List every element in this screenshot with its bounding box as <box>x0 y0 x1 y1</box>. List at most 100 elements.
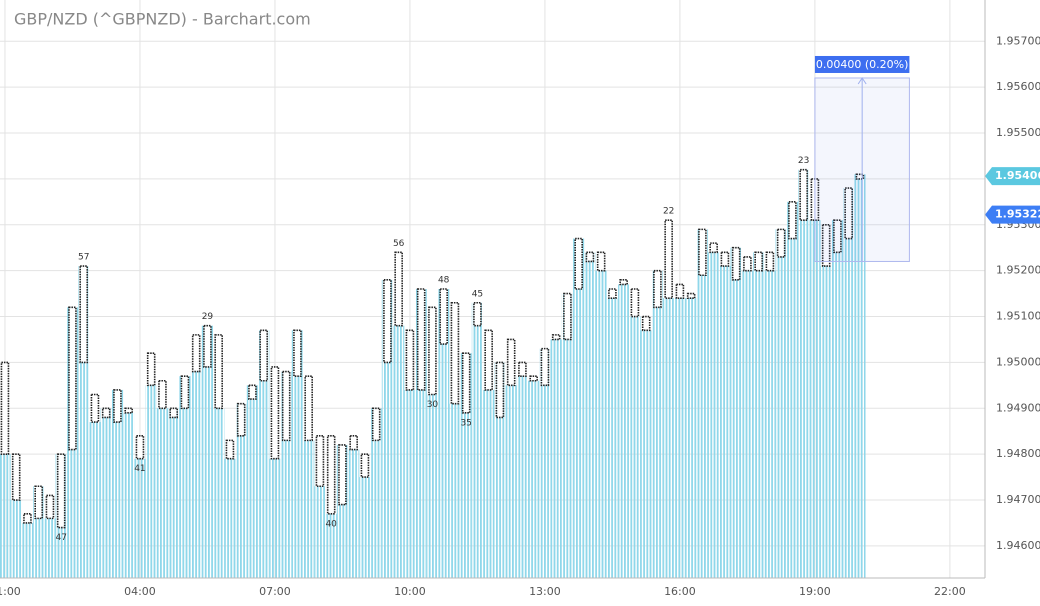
volume-bar <box>156 408 169 578</box>
candle-body <box>461 352 471 414</box>
measure-badge <box>814 55 910 73</box>
candle-body <box>45 494 55 520</box>
candle-body <box>833 219 842 254</box>
volume-bar <box>809 220 821 578</box>
candle-body <box>473 301 482 327</box>
y-tick-label: 1.94900 <box>996 401 1040 414</box>
candle-body <box>169 407 178 419</box>
candle-body <box>709 242 718 254</box>
candle-body <box>180 375 190 410</box>
price-badge <box>985 205 1040 224</box>
volume-bar <box>674 298 686 578</box>
candle-body <box>450 301 460 405</box>
candle-body <box>596 251 606 272</box>
volume-bar <box>753 252 765 579</box>
candle-body <box>484 329 493 391</box>
candle-body <box>630 288 640 318</box>
volume-bar <box>708 252 720 579</box>
candle-body <box>776 228 786 258</box>
volume-bar <box>471 302 484 578</box>
x-tick-label: 01:00 <box>0 585 21 598</box>
volume-bar <box>415 289 427 578</box>
y-tick-label: 1.95200 <box>996 264 1040 277</box>
y-tick-label: 1.95600 <box>996 80 1040 93</box>
volume-bar <box>696 229 709 578</box>
volume-bar <box>449 403 461 578</box>
volume-bar <box>190 371 202 578</box>
candle-body <box>124 407 133 414</box>
candle-body <box>731 246 741 281</box>
candle-body <box>113 389 122 423</box>
volume-bar <box>291 330 304 578</box>
candle-body <box>349 434 358 451</box>
volume-bar <box>111 389 124 578</box>
candle-body <box>518 361 527 377</box>
x-tick-label: 19:00 <box>799 585 831 598</box>
candle-body <box>506 338 516 387</box>
x-tick-label: 22:00 <box>934 585 966 598</box>
y-tick-label: 1.95700 <box>996 34 1040 47</box>
volume-bar <box>595 270 607 578</box>
candle-body <box>551 334 561 341</box>
volume-bar <box>325 513 337 578</box>
volume-bar <box>584 252 596 579</box>
price-badge-label: 1.95406 <box>995 169 1040 182</box>
candle-body <box>248 384 257 400</box>
volume-bar <box>224 458 236 578</box>
candle-body <box>416 288 426 391</box>
volume-bar <box>370 408 382 578</box>
candle-body <box>540 347 550 387</box>
price-badge-label: 1.95322 <box>995 208 1040 221</box>
volume-bar <box>550 339 562 578</box>
candle-body <box>765 251 775 272</box>
candle-body <box>405 329 415 391</box>
y-tick-label: 1.95500 <box>996 126 1040 139</box>
volume-bar <box>573 238 585 579</box>
volume-bar <box>235 403 247 578</box>
volume-bar <box>314 486 326 578</box>
volume-bar <box>854 174 866 579</box>
volume-bar <box>505 385 517 578</box>
candle-body <box>146 352 156 387</box>
candle-label: 22 <box>663 207 674 217</box>
candle-body <box>608 288 617 299</box>
candle-body <box>203 324 212 368</box>
volume-bar <box>258 330 270 578</box>
volume-bar <box>168 408 180 578</box>
volume-bar <box>89 422 101 578</box>
volume-bar <box>0 454 11 578</box>
candle-body <box>641 315 651 332</box>
candle-body <box>79 265 88 364</box>
candle-label: 29 <box>202 312 214 322</box>
candle-body <box>855 173 865 180</box>
volume-bar <box>618 284 630 578</box>
candle-body <box>68 306 77 451</box>
volume-bar <box>629 316 641 578</box>
volume-bar <box>820 266 832 578</box>
volume-bar <box>651 270 664 578</box>
volume-bar <box>663 298 675 578</box>
candle-body <box>619 279 628 286</box>
volume-bar <box>336 444 349 578</box>
volume-bar <box>606 298 619 578</box>
x-tick-label: 16:00 <box>664 585 696 598</box>
volume-bar <box>134 458 146 578</box>
volume-bar <box>640 330 652 578</box>
candle-body <box>56 453 66 529</box>
volume-bar <box>213 408 225 578</box>
x-tick-label: 04:00 <box>124 585 156 598</box>
candle-body <box>225 439 235 460</box>
volume-bar <box>303 440 315 578</box>
candle-body <box>720 251 730 267</box>
candle-label: 45 <box>472 289 483 299</box>
volume-bar <box>741 270 754 578</box>
volume-bar <box>393 325 405 578</box>
candle-body <box>788 201 797 240</box>
candle-body <box>664 219 673 299</box>
measure-label: 0.00400 (0.20%) <box>816 58 909 71</box>
candle-body <box>360 453 370 478</box>
volume-bar <box>483 389 495 578</box>
y-tick-label: 1.95000 <box>996 355 1040 368</box>
volume-bar <box>516 376 529 578</box>
volume-bar <box>786 201 799 579</box>
